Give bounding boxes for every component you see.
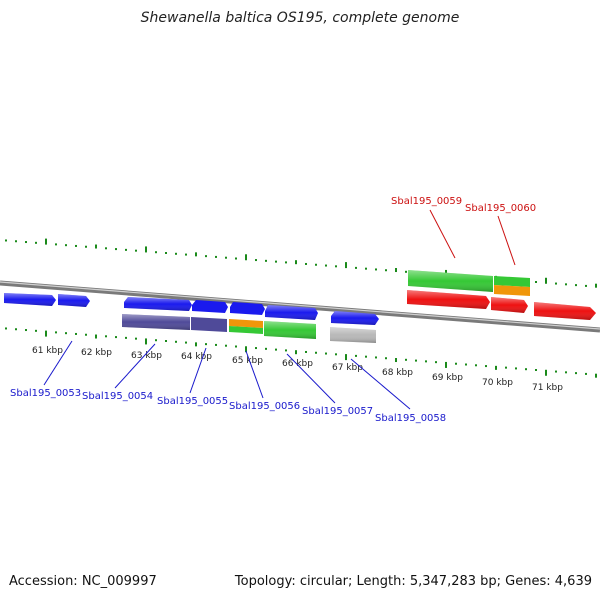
cds-green-bar[interactable] (494, 276, 530, 287)
bar-shading (330, 327, 376, 343)
gene-callout-lines (43, 209, 516, 410)
scale-label: 66 kbp (282, 359, 313, 369)
accession-text: Accession: NC_009997 (9, 574, 157, 589)
operon-bar[interactable] (191, 317, 227, 332)
gene-label[interactable]: Sbal195_0060 (465, 203, 536, 214)
scale-label: 70 kbp (482, 378, 513, 388)
gene-arrow[interactable] (230, 302, 265, 315)
cds-orange-bar[interactable] (229, 319, 263, 328)
scale-label: 71 kbp (532, 383, 563, 393)
genome-summary-text: Topology: circular; Length: 5,347,283 bp… (234, 574, 592, 589)
scale-label: 67 kbp (332, 363, 363, 373)
gene-label[interactable]: Sbal195_0053 (10, 388, 81, 399)
gene-label[interactable]: Sbal195_0059 (391, 196, 462, 207)
cds-green-bar[interactable] (229, 326, 263, 334)
cds-orange-bar[interactable] (494, 285, 530, 296)
scale-label: 69 kbp (432, 373, 463, 383)
gene-shading (58, 294, 90, 307)
bar-shading (264, 321, 316, 339)
bar-shading (122, 314, 190, 330)
scale-label: 68 kbp (382, 368, 413, 378)
forward-feature-bars (122, 314, 376, 343)
bar-shading (408, 270, 493, 292)
scale-label: 63 kbp (131, 351, 162, 361)
gene-shading (491, 297, 528, 313)
gene-shading (124, 297, 192, 311)
genome-backbone (0, 280, 600, 333)
gene-name-labels: Sbal195_0053 Sbal195_0054 Sbal195_0055 S… (10, 196, 536, 424)
lower-tick-ruler (5, 327, 597, 378)
scale-label: 64 kbp (181, 352, 212, 362)
map-title: Shewanella baltica OS195, complete genom… (140, 10, 460, 26)
gene-shading (265, 305, 318, 320)
gene-label[interactable]: Sbal195_0056 (229, 401, 300, 412)
scale-labels: 61 kbp 62 kbp 63 kbp 64 kbp 65 kbp 66 kb… (32, 346, 563, 393)
scale-label: 65 kbp (232, 356, 263, 366)
scale-label: 62 kbp (81, 348, 112, 358)
gene-shading (534, 302, 596, 320)
reverse-strand-features (407, 270, 596, 320)
gene-label[interactable]: Sbal195_0054 (82, 391, 153, 402)
scale-label: 61 kbp (32, 346, 63, 356)
gene-shading (4, 293, 56, 306)
gene-arrow[interactable] (192, 300, 228, 313)
gene-label[interactable]: Sbal195_0058 (375, 413, 446, 424)
gene-label[interactable]: Sbal195_0057 (302, 406, 373, 417)
forward-strand-genes (4, 293, 379, 325)
gene-shading (331, 311, 379, 325)
gene-shading (407, 290, 490, 309)
gene-label[interactable]: Sbal195_0055 (157, 396, 228, 407)
